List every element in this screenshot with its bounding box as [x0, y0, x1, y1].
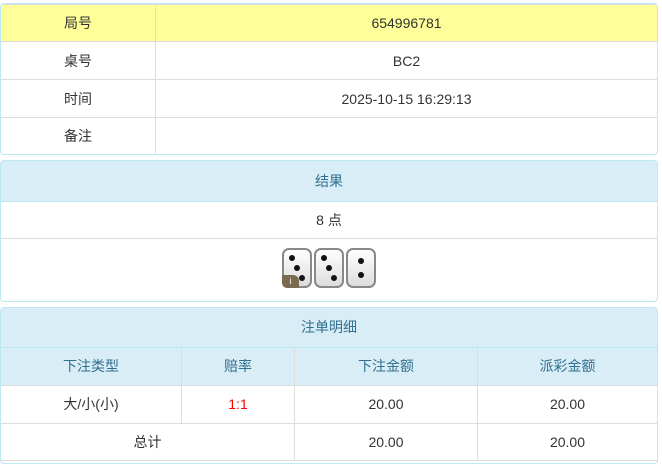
row-table-no: 桌号 BC2 — [1, 41, 657, 80]
pip — [299, 275, 306, 282]
bet-odds: 1:1 — [181, 384, 295, 424]
bets-panel: 注单明细 下注类型 赔率 下注金额 派彩金额 大/小(小) 1:1 20.00 … — [0, 307, 658, 464]
value: BC2 — [155, 41, 657, 80]
dice-row: i — [1, 239, 657, 291]
total-label: 总计 — [1, 422, 295, 461]
value — [155, 117, 657, 154]
bets-header-row: 下注类型 赔率 下注金额 派彩金额 — [1, 348, 657, 386]
pip — [294, 265, 300, 271]
label: 备注 — [1, 117, 156, 154]
bet-type: 大/小(小) — [1, 384, 182, 424]
table-row: 大/小(小) 1:1 20.00 20.00 — [1, 384, 657, 424]
result-panel: 结果 8 点 i — [0, 160, 658, 302]
total-payout: 20.00 — [477, 422, 657, 461]
pip — [288, 254, 295, 261]
label: 桌号 — [1, 41, 156, 80]
result-points: 8 点 — [1, 202, 657, 239]
row-remark: 备注 — [1, 117, 657, 154]
header-payout: 派彩金额 — [477, 348, 657, 386]
pip — [358, 272, 364, 279]
value: 654996781 — [155, 4, 657, 42]
result-title: 结果 — [1, 161, 657, 202]
label: 时间 — [1, 79, 156, 118]
total-row: 总计 20.00 20.00 — [1, 422, 657, 461]
bets-title: 注单明细 — [1, 308, 657, 348]
header-odds: 赔率 — [181, 348, 295, 386]
pip — [326, 265, 332, 271]
bet-amount: 20.00 — [294, 384, 478, 424]
header-amount: 下注金额 — [294, 348, 478, 386]
label: 局号 — [1, 4, 156, 42]
header-type: 下注类型 — [1, 348, 182, 386]
row-round-no: 局号 654996781 — [1, 4, 657, 42]
total-amount: 20.00 — [294, 422, 478, 461]
info-icon[interactable]: i — [282, 275, 299, 288]
pip — [320, 254, 327, 261]
die-3-icon — [314, 248, 344, 288]
value: 2025-10-15 16:29:13 — [155, 79, 657, 118]
die-2-icon — [346, 248, 376, 288]
info-panel: 局号 654996781 桌号 BC2 时间 2025-10-15 16:29:13 … — [0, 3, 658, 155]
row-time: 时间 2025-10-15 16:29:13 — [1, 79, 657, 118]
die-3-icon: i — [282, 248, 312, 288]
pip — [331, 275, 338, 282]
bet-payout: 20.00 — [477, 384, 657, 424]
pip — [358, 257, 364, 264]
